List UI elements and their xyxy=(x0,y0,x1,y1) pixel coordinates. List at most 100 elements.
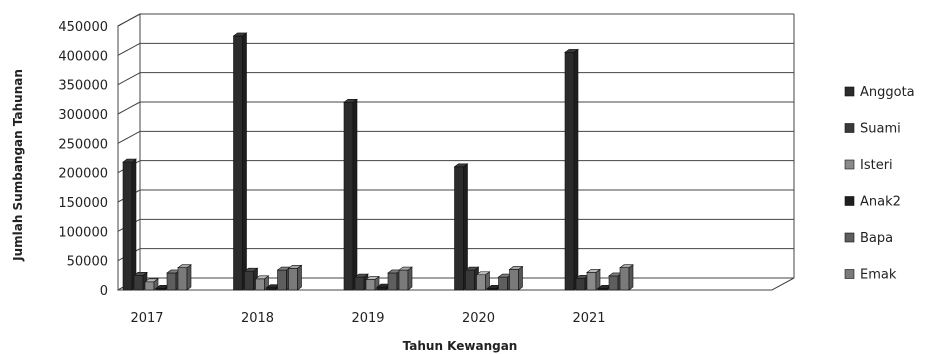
legend-item: Suami xyxy=(844,122,901,137)
bar-side xyxy=(242,32,247,291)
bar-front xyxy=(144,281,155,291)
bar-front xyxy=(465,269,475,291)
bar-front xyxy=(244,270,254,291)
bar-top xyxy=(287,264,303,269)
gridline-side xyxy=(117,13,141,27)
bar-front xyxy=(608,275,619,291)
bar-top xyxy=(144,278,159,283)
legend-item: Bapa xyxy=(844,231,893,246)
y-tick-labels: 0 50000 100000 150000 200000 250000 300000 3500… xyxy=(58,20,108,299)
bar-front xyxy=(586,272,597,291)
legend-label: Anak2 xyxy=(860,195,901,210)
bar xyxy=(122,158,137,291)
y-tick-label: 350000 xyxy=(58,79,108,94)
y-axis-title: Jumlah Sumbangan Tahunan xyxy=(11,69,25,262)
bar-front xyxy=(398,269,409,291)
bar-front xyxy=(619,267,630,291)
bar-top xyxy=(586,269,601,273)
bar xyxy=(508,265,524,291)
gridline-side xyxy=(117,72,141,86)
y-tick-label: 400000 xyxy=(58,49,108,64)
bar-front xyxy=(233,35,243,291)
bar xyxy=(343,98,358,291)
bar xyxy=(586,268,601,291)
bar-side xyxy=(628,264,634,291)
bar-front xyxy=(564,52,575,291)
bar xyxy=(475,271,491,291)
bar-top xyxy=(508,266,524,270)
bar-top xyxy=(564,49,579,53)
y-tick-label: 100000 xyxy=(58,225,108,240)
bar xyxy=(464,266,480,291)
legend-swatch xyxy=(844,196,855,206)
bar-front xyxy=(354,276,365,291)
bar xyxy=(398,266,413,291)
bar xyxy=(619,264,634,291)
y-tick-label: 450000 xyxy=(58,20,108,35)
bar xyxy=(265,284,281,291)
bar-side xyxy=(131,158,137,291)
bar-front xyxy=(255,278,265,291)
bar-top xyxy=(365,276,380,280)
legend-swatch xyxy=(844,159,855,170)
bar xyxy=(177,264,192,291)
legend-label: Bapa xyxy=(860,231,893,246)
legend-label: Anggota xyxy=(860,85,915,100)
legend-label: Isteri xyxy=(860,158,893,173)
bar-top xyxy=(122,158,137,163)
bar-side xyxy=(297,264,302,291)
y-tick-label: 150000 xyxy=(58,196,108,211)
bar-front xyxy=(454,166,464,291)
x-tick-label: 2018 xyxy=(241,311,274,326)
bar-front xyxy=(288,267,298,291)
bar xyxy=(232,32,248,291)
bar-top xyxy=(177,264,192,269)
bar-front xyxy=(133,275,144,291)
gridline-side xyxy=(117,101,141,115)
legend-swatch xyxy=(844,269,855,279)
legend-swatch xyxy=(844,232,855,243)
bar-top xyxy=(243,267,259,272)
bar-top xyxy=(133,272,148,276)
bar-top xyxy=(343,98,358,103)
bar-side xyxy=(186,264,192,291)
bar-front xyxy=(122,161,133,291)
x-tick-label: 2020 xyxy=(462,311,495,326)
y-tick-label: 50000 xyxy=(67,255,108,270)
bar-front xyxy=(476,274,486,291)
bar-side xyxy=(518,265,523,291)
legend-swatch xyxy=(844,123,855,133)
bar-front xyxy=(365,279,376,291)
bar-front xyxy=(266,287,276,291)
legend-label: Emak xyxy=(860,268,897,283)
y-tick-label: 0 xyxy=(100,284,108,299)
bar-top xyxy=(254,275,270,280)
bar-front xyxy=(498,276,508,291)
bar-top xyxy=(475,271,491,276)
y-tick-label: 300000 xyxy=(58,108,108,123)
x-tick-label: 2017 xyxy=(130,311,163,326)
bar-side xyxy=(352,98,358,291)
x-axis-title: Tahun Kewangan xyxy=(403,339,518,353)
bar xyxy=(287,264,303,291)
legend: Anggota Suami Isteri Anak2 Bapa Emak xyxy=(844,85,915,283)
bar-front xyxy=(343,101,354,291)
bar-front xyxy=(575,277,586,291)
gridline-side xyxy=(117,42,141,56)
bar-top xyxy=(453,163,469,168)
bar-top xyxy=(464,266,480,271)
bar-side xyxy=(407,266,413,291)
bar-top xyxy=(619,264,634,269)
bar-front xyxy=(509,269,519,291)
bar xyxy=(254,275,270,291)
legend-item: Anggota xyxy=(844,85,915,100)
bar-front xyxy=(166,272,177,291)
bar-front xyxy=(177,267,188,291)
bar-top xyxy=(398,266,413,271)
bar-front xyxy=(277,269,287,291)
bar-top xyxy=(354,273,369,278)
bar-front xyxy=(376,286,387,291)
y-tick-label: 250000 xyxy=(58,137,108,152)
bars xyxy=(122,32,634,291)
